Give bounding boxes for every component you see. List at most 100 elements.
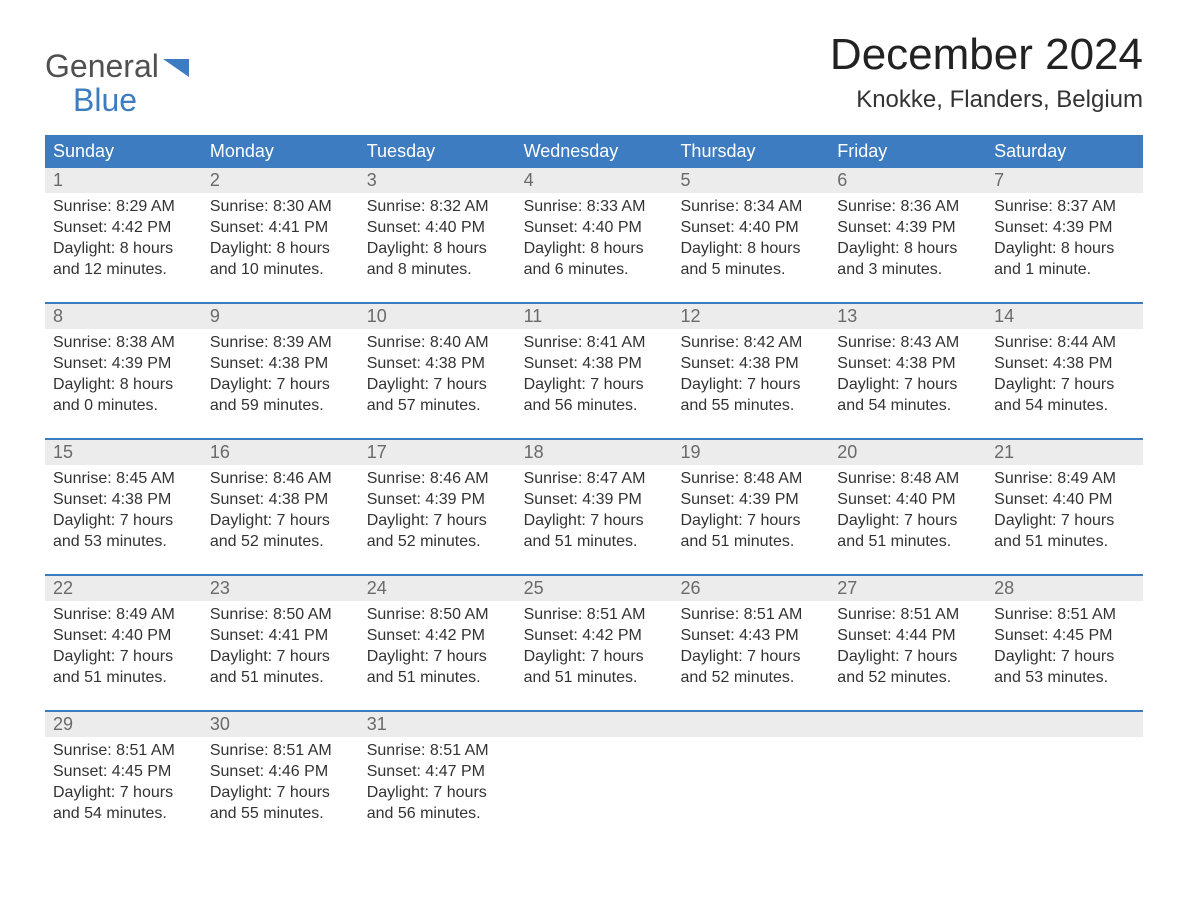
day-cell: 27Sunrise: 8:51 AMSunset: 4:44 PMDayligh… <box>829 576 986 696</box>
day-header-thursday: Thursday <box>672 135 829 168</box>
day-number: 1 <box>45 168 202 193</box>
day-cell: 4Sunrise: 8:33 AMSunset: 4:40 PMDaylight… <box>516 168 673 288</box>
sunset-text: Sunset: 4:39 PM <box>837 218 978 239</box>
day-cell: 7Sunrise: 8:37 AMSunset: 4:39 PMDaylight… <box>986 168 1143 288</box>
sunset-text: Sunset: 4:39 PM <box>524 490 665 511</box>
daylight-text: Daylight: 7 hours and 51 minutes. <box>524 647 665 689</box>
daylight-text: Daylight: 8 hours and 3 minutes. <box>837 239 978 281</box>
title-block: December 2024 Knokke, Flanders, Belgium <box>830 30 1143 114</box>
sunset-text: Sunset: 4:40 PM <box>994 490 1135 511</box>
sunset-text: Sunset: 4:47 PM <box>367 762 508 783</box>
sunrise-text: Sunrise: 8:37 AM <box>994 197 1135 218</box>
daylight-text: Daylight: 7 hours and 51 minutes. <box>367 647 508 689</box>
sunrise-text: Sunrise: 8:42 AM <box>680 333 821 354</box>
day-cell <box>829 712 986 832</box>
day-number: 28 <box>986 576 1143 601</box>
daylight-text: Daylight: 8 hours and 6 minutes. <box>524 239 665 281</box>
daylight-text: Daylight: 8 hours and 10 minutes. <box>210 239 351 281</box>
day-cell: 1Sunrise: 8:29 AMSunset: 4:42 PMDaylight… <box>45 168 202 288</box>
sunrise-text: Sunrise: 8:30 AM <box>210 197 351 218</box>
day-body: Sunrise: 8:32 AMSunset: 4:40 PMDaylight:… <box>359 193 516 284</box>
logo-text: General Blue <box>45 50 189 117</box>
daylight-text: Daylight: 7 hours and 52 minutes. <box>210 511 351 553</box>
day-body: Sunrise: 8:38 AMSunset: 4:39 PMDaylight:… <box>45 329 202 420</box>
day-cell: 14Sunrise: 8:44 AMSunset: 4:38 PMDayligh… <box>986 304 1143 424</box>
day-number: 26 <box>672 576 829 601</box>
day-cell: 17Sunrise: 8:46 AMSunset: 4:39 PMDayligh… <box>359 440 516 560</box>
day-cell: 23Sunrise: 8:50 AMSunset: 4:41 PMDayligh… <box>202 576 359 696</box>
day-cell: 16Sunrise: 8:46 AMSunset: 4:38 PMDayligh… <box>202 440 359 560</box>
day-number: 21 <box>986 440 1143 465</box>
day-body: Sunrise: 8:45 AMSunset: 4:38 PMDaylight:… <box>45 465 202 556</box>
day-number: 27 <box>829 576 986 601</box>
day-cell: 19Sunrise: 8:48 AMSunset: 4:39 PMDayligh… <box>672 440 829 560</box>
day-cell <box>986 712 1143 832</box>
day-number: 2 <box>202 168 359 193</box>
day-body: Sunrise: 8:51 AMSunset: 4:46 PMDaylight:… <box>202 737 359 828</box>
day-cell: 29Sunrise: 8:51 AMSunset: 4:45 PMDayligh… <box>45 712 202 832</box>
day-cell: 28Sunrise: 8:51 AMSunset: 4:45 PMDayligh… <box>986 576 1143 696</box>
sunset-text: Sunset: 4:42 PM <box>524 626 665 647</box>
sunset-text: Sunset: 4:38 PM <box>524 354 665 375</box>
sunset-text: Sunset: 4:40 PM <box>524 218 665 239</box>
daylight-text: Daylight: 8 hours and 8 minutes. <box>367 239 508 281</box>
day-header-wednesday: Wednesday <box>516 135 673 168</box>
daylight-text: Daylight: 7 hours and 53 minutes. <box>53 511 194 553</box>
day-body: Sunrise: 8:46 AMSunset: 4:39 PMDaylight:… <box>359 465 516 556</box>
daylight-text: Daylight: 7 hours and 51 minutes. <box>524 511 665 553</box>
day-cell: 10Sunrise: 8:40 AMSunset: 4:38 PMDayligh… <box>359 304 516 424</box>
day-number: 15 <box>45 440 202 465</box>
day-cell: 13Sunrise: 8:43 AMSunset: 4:38 PMDayligh… <box>829 304 986 424</box>
week-row: 8Sunrise: 8:38 AMSunset: 4:39 PMDaylight… <box>45 302 1143 424</box>
day-number: 30 <box>202 712 359 737</box>
sunrise-text: Sunrise: 8:49 AM <box>53 605 194 626</box>
sunset-text: Sunset: 4:40 PM <box>367 218 508 239</box>
daylight-text: Daylight: 7 hours and 51 minutes. <box>53 647 194 689</box>
calendar: Sunday Monday Tuesday Wednesday Thursday… <box>45 135 1143 832</box>
sunrise-text: Sunrise: 8:51 AM <box>367 741 508 762</box>
day-body: Sunrise: 8:51 AMSunset: 4:47 PMDaylight:… <box>359 737 516 828</box>
day-number <box>672 712 829 737</box>
daylight-text: Daylight: 8 hours and 1 minute. <box>994 239 1135 281</box>
day-body: Sunrise: 8:49 AMSunset: 4:40 PMDaylight:… <box>986 465 1143 556</box>
sunrise-text: Sunrise: 8:46 AM <box>367 469 508 490</box>
week-row: 1Sunrise: 8:29 AMSunset: 4:42 PMDaylight… <box>45 168 1143 288</box>
day-number: 23 <box>202 576 359 601</box>
sunrise-text: Sunrise: 8:50 AM <box>367 605 508 626</box>
week-row: 15Sunrise: 8:45 AMSunset: 4:38 PMDayligh… <box>45 438 1143 560</box>
sunrise-text: Sunrise: 8:32 AM <box>367 197 508 218</box>
week-row: 29Sunrise: 8:51 AMSunset: 4:45 PMDayligh… <box>45 710 1143 832</box>
day-cell: 31Sunrise: 8:51 AMSunset: 4:47 PMDayligh… <box>359 712 516 832</box>
day-number: 31 <box>359 712 516 737</box>
day-cell: 18Sunrise: 8:47 AMSunset: 4:39 PMDayligh… <box>516 440 673 560</box>
sunset-text: Sunset: 4:38 PM <box>210 490 351 511</box>
day-number: 20 <box>829 440 986 465</box>
sunrise-text: Sunrise: 8:39 AM <box>210 333 351 354</box>
day-body: Sunrise: 8:44 AMSunset: 4:38 PMDaylight:… <box>986 329 1143 420</box>
day-number: 17 <box>359 440 516 465</box>
page-title: December 2024 <box>830 30 1143 80</box>
day-body: Sunrise: 8:40 AMSunset: 4:38 PMDaylight:… <box>359 329 516 420</box>
day-body: Sunrise: 8:43 AMSunset: 4:38 PMDaylight:… <box>829 329 986 420</box>
sunset-text: Sunset: 4:42 PM <box>367 626 508 647</box>
sunrise-text: Sunrise: 8:41 AM <box>524 333 665 354</box>
day-cell <box>516 712 673 832</box>
logo-line2: Blue <box>45 82 137 118</box>
sunset-text: Sunset: 4:40 PM <box>680 218 821 239</box>
day-header-tuesday: Tuesday <box>359 135 516 168</box>
logo-line1: General <box>45 48 159 84</box>
day-body: Sunrise: 8:50 AMSunset: 4:42 PMDaylight:… <box>359 601 516 692</box>
daylight-text: Daylight: 7 hours and 51 minutes. <box>210 647 351 689</box>
day-body: Sunrise: 8:34 AMSunset: 4:40 PMDaylight:… <box>672 193 829 284</box>
sunset-text: Sunset: 4:38 PM <box>210 354 351 375</box>
location: Knokke, Flanders, Belgium <box>830 86 1143 114</box>
daylight-text: Daylight: 7 hours and 54 minutes. <box>837 375 978 417</box>
day-number: 6 <box>829 168 986 193</box>
sunset-text: Sunset: 4:46 PM <box>210 762 351 783</box>
sunrise-text: Sunrise: 8:51 AM <box>994 605 1135 626</box>
day-number: 24 <box>359 576 516 601</box>
day-body: Sunrise: 8:30 AMSunset: 4:41 PMDaylight:… <box>202 193 359 284</box>
sunset-text: Sunset: 4:40 PM <box>53 626 194 647</box>
day-body: Sunrise: 8:51 AMSunset: 4:45 PMDaylight:… <box>986 601 1143 692</box>
day-header-friday: Friday <box>829 135 986 168</box>
